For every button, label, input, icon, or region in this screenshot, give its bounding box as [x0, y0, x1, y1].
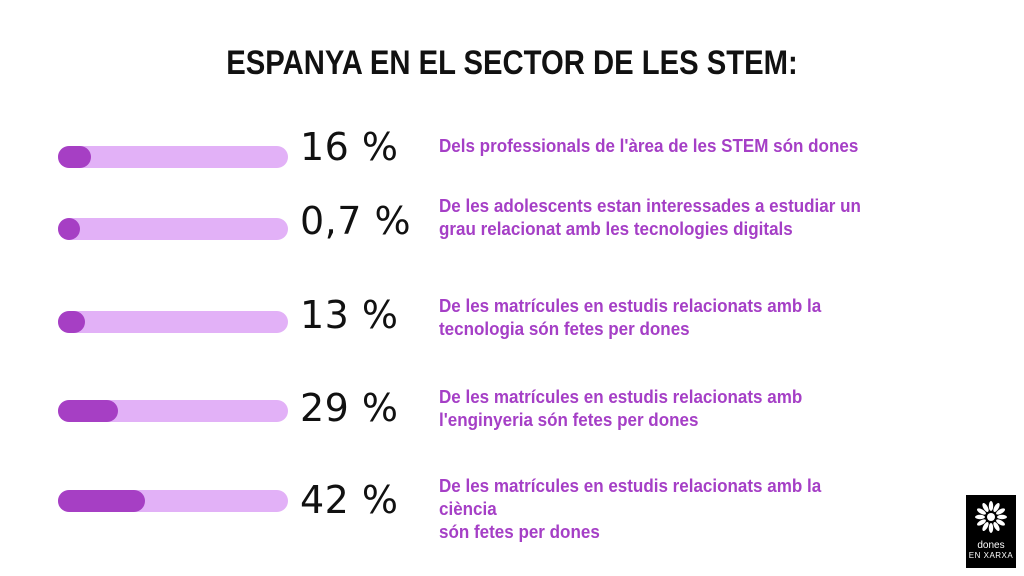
- page-title: ESPANYA EN EL SECTOR DE LES STEM:: [226, 44, 798, 82]
- value-label: 29 %: [300, 386, 399, 430]
- logo: dones EN XARXA: [966, 495, 1016, 568]
- bar-description: De les matrícules en estudis relacionats…: [439, 475, 822, 542]
- bar-fill: [58, 311, 85, 333]
- petal: [988, 501, 994, 511]
- bar-row: 0,7 % De les adolescents estan interessad…: [0, 194, 1024, 254]
- bar-row: 13 % De les matrícules en estudis relacio…: [0, 287, 1024, 347]
- bar-fill: [58, 218, 80, 240]
- bar-description: Dels professionals de l'àrea de les STEM…: [439, 135, 859, 156]
- logo-line2: EN XARXA: [968, 551, 1014, 560]
- bar-row: 42 % De les matrícules en estudis relacio…: [0, 469, 1024, 542]
- logo-line1: dones: [977, 540, 1005, 551]
- bar-track: [58, 146, 288, 168]
- bar-fill: [58, 490, 145, 512]
- value-label: 42 %: [300, 478, 399, 522]
- petal: [975, 514, 985, 520]
- bar-track: [58, 490, 288, 512]
- value-label: 13 %: [300, 293, 399, 337]
- bar-fill: [58, 146, 92, 168]
- bar-fill: [58, 400, 119, 422]
- bar-description: De les matrícules en estudis relacionats…: [439, 386, 803, 430]
- petal: [996, 508, 1005, 515]
- bar-track: [58, 311, 288, 333]
- bar-track: [58, 218, 288, 240]
- value-label: 16 %: [300, 125, 399, 169]
- petal: [997, 514, 1007, 520]
- bar-description: De les adolescents estan interessades a …: [439, 195, 861, 239]
- bar-row: 16 % Dels professionals de l'àrea de les …: [0, 122, 1024, 182]
- bar-description: De les matrícules en estudis relacionats…: [439, 295, 822, 339]
- value-label: 0,7 %: [300, 199, 412, 243]
- bar-track: [58, 400, 288, 422]
- petal: [977, 508, 986, 515]
- petal: [977, 519, 986, 526]
- bar-row: 29 % De les matrícules en estudis relacio…: [0, 378, 1024, 438]
- petal: [982, 503, 989, 512]
- petal: [993, 503, 1000, 512]
- petal: [993, 522, 1000, 531]
- flower-icon: [975, 501, 1007, 533]
- petal: [996, 519, 1005, 526]
- petal: [982, 522, 989, 531]
- petal: [988, 523, 994, 533]
